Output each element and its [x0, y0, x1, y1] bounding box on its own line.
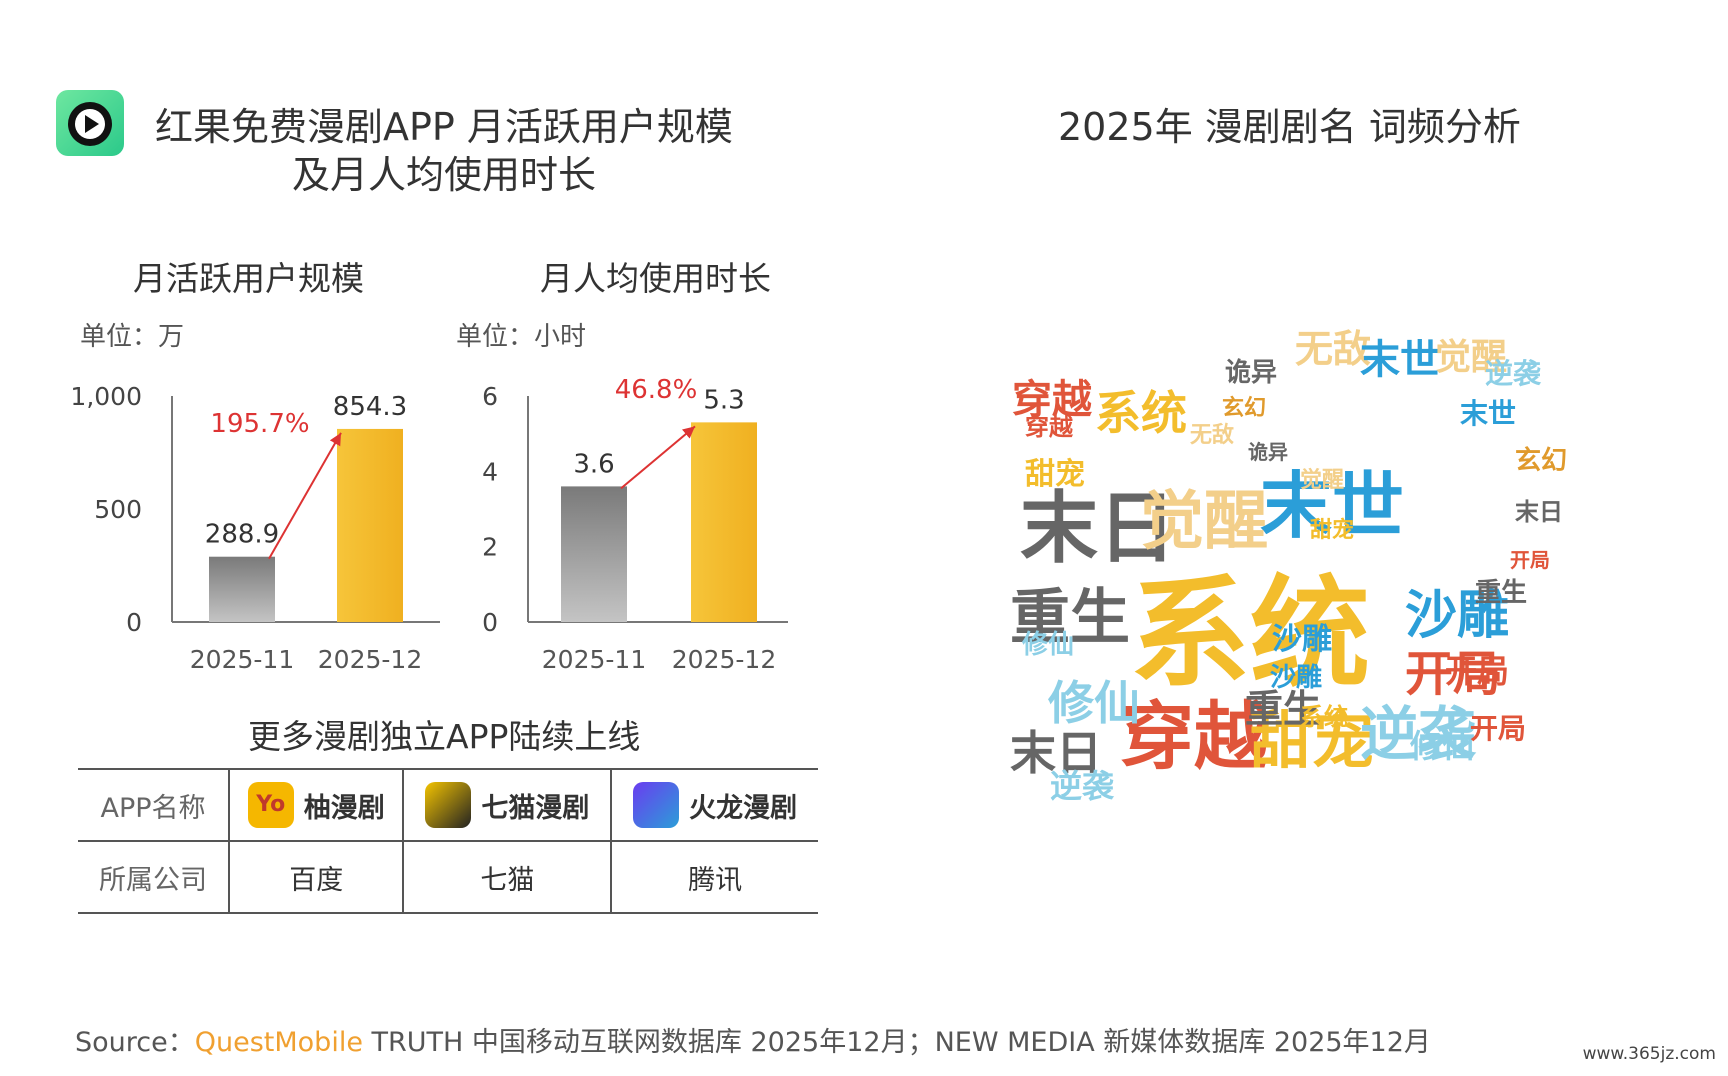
- word-cloud-word: 末日: [1515, 498, 1563, 526]
- word-cloud-word: 重生: [1010, 583, 1130, 653]
- company-cell: 百度: [227, 840, 404, 914]
- word-cloud-word: 开局: [1470, 712, 1527, 745]
- word-cloud-word: 觉醒: [1300, 468, 1345, 493]
- word-cloud-word: 重生: [1475, 578, 1528, 608]
- x-tick-label: 2025-11: [542, 645, 646, 674]
- huolong-app-icon: [633, 782, 680, 828]
- app-name: 七猫漫剧: [481, 792, 590, 824]
- chart1-title: 月活跃用户规模: [133, 259, 364, 298]
- word-cloud-word: 逆袭: [1485, 357, 1542, 390]
- word-cloud-word: 沙雕: [1270, 663, 1323, 693]
- y-tick-label: 0: [126, 608, 142, 637]
- company-row: 所属公司 百度 七猫 腾讯: [78, 840, 818, 914]
- word-cloud-word: 甜宠: [1310, 518, 1355, 543]
- word-cloud-word: 末日: [1010, 726, 1102, 780]
- word-cloud-word: 开局: [1445, 652, 1510, 690]
- app-name-header: APP名称: [78, 768, 229, 841]
- app-name: 火龙漫剧: [689, 792, 798, 824]
- questmobile-play-logo: [56, 90, 124, 156]
- mau-bar-chart: 0 500 1,000 288.9 2025-11 854.3 2025-12 195.7%: [70, 382, 440, 674]
- word-cloud-word: 无敌: [1295, 327, 1372, 371]
- app-section-title: 更多漫剧独立APP陆续上线: [248, 717, 641, 756]
- company-cell: 七猫: [402, 840, 612, 914]
- word-cloud-word: 穿越: [1025, 413, 1073, 441]
- source-text: TRUTH 中国移动互联网数据库 2025年12月；NEW MEDIA 新媒体数…: [362, 1027, 1431, 1058]
- value-label: 3.6: [573, 449, 614, 479]
- yoyo-app-icon: Yo: [247, 782, 294, 828]
- word-cloud-word: 诡异: [1248, 440, 1288, 464]
- app-cell-qimao: 七猫漫剧: [402, 768, 612, 841]
- word-cloud-word: 穿越: [1120, 694, 1268, 780]
- word-cloud-word: 诡异: [1225, 358, 1278, 388]
- chart2-title: 月人均使用时长: [540, 259, 771, 298]
- word-cloud-word: 系统: [1095, 386, 1187, 440]
- bar-2025-12: [691, 422, 757, 622]
- left-title-line1: 红果免费漫剧APP 月活跃用户规模: [155, 105, 733, 149]
- chart2-unit: 单位：小时: [456, 322, 587, 352]
- app-name: 柚漫剧: [303, 792, 385, 824]
- word-cloud-word: 觉醒: [1140, 485, 1268, 559]
- word-cloud-word: 修仙: [1410, 727, 1475, 765]
- word-cloud-word: 觉醒: [1435, 337, 1508, 378]
- title-word-cloud: 系统 末日 末世 觉醒 穿越 甜宠 逆袭 沙雕 重生 开局 修仙 末日 穿越 系统 重生 无敌 末世 觉醒 诡异 玄幻…: [1000, 320, 1580, 820]
- y-tick-label: 500: [94, 495, 142, 524]
- source-line: Source：QuestMobile TRUTH 中国移动互联网数据库 2025…: [75, 1020, 1431, 1059]
- qimao-app-icon: [425, 782, 472, 828]
- word-cloud-word: 甜宠: [1250, 704, 1375, 777]
- word-cloud-word: 逆袭: [1360, 700, 1477, 768]
- word-cloud-word: 修仙: [1048, 676, 1140, 730]
- value-label: 854.3: [333, 392, 407, 422]
- x-tick-label: 2025-12: [672, 645, 776, 674]
- value-label: 5.3: [703, 385, 744, 415]
- word-cloud-word: 末世: [1360, 337, 1440, 383]
- site-watermark: www.365jz.com: [1582, 1044, 1716, 1064]
- word-cloud-word: 沙雕: [1405, 586, 1510, 646]
- growth-arrow: [620, 425, 696, 490]
- left-title-line2: 及月人均使用时长: [292, 153, 597, 197]
- word-cloud-word: 系统: [1130, 565, 1370, 704]
- company-cell: 腾讯: [610, 840, 818, 914]
- word-cloud-word: 玄幻: [1222, 396, 1267, 421]
- app-cell-yoyo: Yo 柚漫剧: [227, 768, 404, 841]
- growth-label: 195.7%: [210, 409, 309, 439]
- word-cloud-word: 甜宠: [1025, 457, 1085, 492]
- word-cloud-word: 重生: [1245, 687, 1322, 731]
- word-cloud-word: 开局: [1405, 646, 1502, 702]
- app-table: APP名称 Yo 柚漫剧 七猫漫剧 火龙漫剧 所属公司 百度 七猫 腾讯: [78, 768, 818, 914]
- word-cloud-word: 玄幻: [1515, 446, 1568, 476]
- word-cloud-word: 末世: [1460, 397, 1517, 430]
- word-cloud-word: 末日: [1020, 484, 1177, 574]
- growth-arrow: [268, 432, 342, 560]
- source-brand: QuestMobile: [194, 1027, 363, 1058]
- x-tick-label: 2025-11: [190, 645, 294, 674]
- word-cloud-word: 沙雕: [1272, 622, 1332, 657]
- y-tick-label: 6: [482, 382, 498, 411]
- word-cloud-word: 末世: [1260, 464, 1405, 548]
- y-tick-label: 1,000: [70, 382, 142, 411]
- bar-2025-12: [337, 428, 403, 622]
- word-cloud-word: 开局: [1510, 548, 1550, 572]
- word-cloud-word: 修仙: [1022, 630, 1075, 660]
- word-cloud-word: 穿越: [1012, 377, 1092, 423]
- app-name-row: APP名称 Yo 柚漫剧 七猫漫剧 火龙漫剧: [78, 768, 818, 841]
- app-cell-huolong: 火龙漫剧: [610, 768, 818, 841]
- bar-2025-11: [561, 486, 627, 622]
- chart1-unit: 单位：万: [80, 322, 185, 352]
- word-cloud-word: 逆袭: [1050, 767, 1115, 805]
- x-tick-label: 2025-12: [318, 645, 422, 674]
- play-icon: [68, 102, 112, 146]
- right-title: 2025年 漫剧剧名 词频分析: [1058, 105, 1521, 149]
- source-prefix: Source：: [75, 1027, 195, 1058]
- bar-2025-11: [209, 556, 275, 622]
- growth-label: 46.8%: [615, 375, 698, 405]
- value-label: 288.9: [205, 520, 279, 550]
- usage-time-bar-chart: 0 2 4 6 3.6 2025-11 5.3 2025-12 46.8%: [482, 375, 788, 674]
- word-cloud-word: 无敌: [1190, 423, 1235, 448]
- word-cloud-word: 系统: [1300, 703, 1348, 731]
- company-header: 所属公司: [78, 840, 229, 914]
- y-tick-label: 0: [482, 608, 498, 637]
- y-tick-label: 4: [482, 457, 498, 486]
- y-tick-label: 2: [482, 533, 498, 562]
